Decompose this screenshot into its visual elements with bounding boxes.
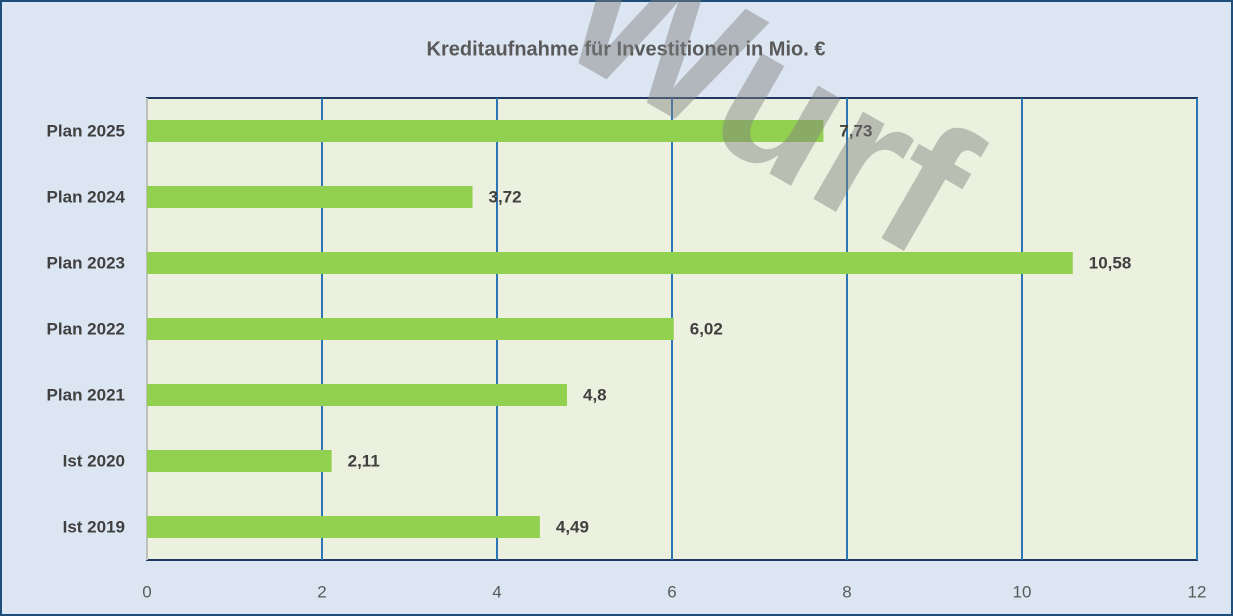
- bar: [147, 252, 1073, 274]
- value-label: 7,73: [839, 121, 872, 140]
- y-tick-label: Ist 2019: [63, 517, 125, 536]
- value-label: 6,02: [690, 319, 723, 338]
- x-tick-label: 4: [492, 582, 501, 601]
- bar: [147, 186, 473, 208]
- bar: [147, 384, 567, 406]
- x-tick-label: 8: [842, 582, 851, 601]
- x-tick-label: 12: [1188, 582, 1207, 601]
- x-tick-label: 6: [667, 582, 676, 601]
- value-label: 4,49: [556, 517, 589, 536]
- bar: [147, 516, 540, 538]
- y-tick-label: Plan 2023: [47, 253, 125, 272]
- y-tick-label: Plan 2022: [47, 319, 125, 338]
- y-tick-label: Plan 2025: [47, 121, 125, 140]
- x-tick-label: 0: [142, 582, 151, 601]
- y-tick-label: Plan 2024: [47, 187, 126, 206]
- value-label: 2,11: [348, 451, 380, 470]
- bar: [147, 120, 824, 142]
- chart-title: Kreditaufnahme für Investitionen in Mio.…: [427, 38, 826, 60]
- value-label: 4,8: [583, 385, 607, 404]
- x-tick-label: 2: [317, 582, 326, 601]
- x-tick-label: 10: [1013, 582, 1032, 601]
- bar: [147, 318, 674, 340]
- bar: [147, 450, 332, 472]
- y-tick-label: Plan 2021: [47, 385, 125, 404]
- value-label: 10,58: [1089, 253, 1132, 272]
- value-label: 3,72: [489, 187, 522, 206]
- y-tick-label: Ist 2020: [63, 451, 125, 470]
